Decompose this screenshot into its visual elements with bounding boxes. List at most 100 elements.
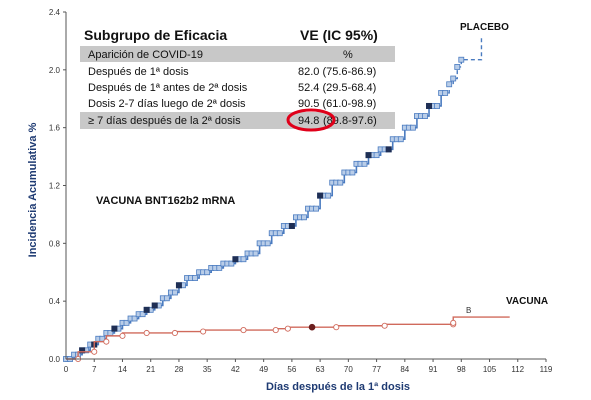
- x-tick-label: 63: [316, 365, 325, 374]
- placebo-point-dark: [288, 222, 295, 229]
- vacuna-point-dark: [308, 323, 316, 331]
- x-tick-label: 56: [287, 365, 296, 374]
- y-tick-label: 0.4: [49, 297, 61, 306]
- series-layer: [63, 38, 510, 363]
- x-tick-label: 91: [429, 365, 438, 374]
- placebo-point: [252, 250, 259, 257]
- y-tick-label: 0.8: [49, 239, 61, 248]
- y-tick-label: 1.2: [49, 182, 61, 191]
- table-highlight-band: [80, 112, 395, 129]
- placebo-point: [442, 90, 449, 96]
- placebo-point: [131, 315, 138, 322]
- vacuna-point: [171, 329, 178, 337]
- vacuna-point: [333, 324, 340, 331]
- table-title: Subgrupo de Eficacia: [84, 27, 227, 43]
- x-tick-label: 119: [540, 365, 553, 374]
- x-tick-label: 14: [118, 365, 127, 374]
- placebo-point-dark: [317, 192, 324, 199]
- chart-annotation: VACUNA BNT162b2 mRNA: [96, 195, 235, 207]
- table-value-header: VE (IC 95%): [300, 27, 378, 43]
- table-row-label: Dosis 2-7 días luego de 2ª dosis: [88, 98, 246, 110]
- y-axis-title: Incidencia Acumulativa %: [27, 122, 39, 257]
- table-row-value: 52.4 (29.5-68.4): [298, 82, 376, 94]
- table-row-value: 82.0 (75.6-86.9): [298, 66, 376, 78]
- placebo-point: [163, 295, 170, 302]
- placebo-point-dark: [232, 256, 239, 263]
- placebo-point-dark: [111, 325, 118, 332]
- placebo-point: [454, 64, 461, 70]
- vacuna-point: [240, 327, 247, 334]
- placebo-line-dashed: [441, 38, 483, 94]
- axes: [65, 12, 546, 360]
- placebo-point: [325, 192, 332, 199]
- table-subheader-band: [80, 46, 395, 62]
- highlight-circle: [286, 108, 336, 132]
- tick-layer: 0 7 14 21 28 35 42 49 56 63 70 77 84 91 98 105 112 119 0.0…: [49, 8, 553, 374]
- placebo-point: [373, 152, 380, 159]
- efficacy-table: Subgrupo de Eficacia VE (IC 95%) Aparici…: [80, 27, 395, 132]
- placebo-point-dark: [175, 282, 182, 289]
- placebo-point-dark: [151, 302, 158, 309]
- placebo-point: [264, 240, 271, 247]
- series-end-mark: B: [466, 306, 471, 315]
- vacuna-point: [284, 325, 291, 332]
- y-tick-label: 2.4: [49, 8, 61, 17]
- placebo-point: [204, 269, 211, 276]
- y-tick-label: 2.0: [49, 66, 61, 75]
- placebo-point: [422, 113, 428, 119]
- x-tick-label: 35: [203, 365, 212, 374]
- table-row-label: Después de 1ª antes de 2ª dosis: [88, 82, 248, 94]
- vacuna-point: [450, 319, 457, 326]
- placebo-point: [301, 214, 307, 221]
- x-tick-label: 105: [483, 365, 497, 374]
- vacuna-point: [119, 332, 126, 339]
- x-axis-title: Días después de la 1ª dosis: [266, 381, 410, 393]
- x-tick-label: 7: [92, 365, 97, 374]
- x-tick-label: 21: [146, 365, 155, 374]
- table-row-value-rest: (89.8-97.6): [323, 115, 377, 127]
- series-label-placebo: PLACEBO: [460, 22, 509, 33]
- x-tick-label: 42: [231, 365, 240, 374]
- table-subheader-label: Aparición de COVID-19: [88, 49, 203, 61]
- y-tick-label: 0.0: [49, 355, 61, 364]
- placebo-point: [240, 256, 247, 263]
- table-row-value-main: 94.8: [298, 115, 319, 127]
- vacuna-point: [103, 338, 110, 345]
- placebo-point: [123, 319, 130, 326]
- vacuna-point: [272, 327, 279, 334]
- y-tick-label: 1.6: [49, 124, 61, 133]
- table-subheader-value: %: [343, 49, 353, 61]
- placebo-point-dark: [143, 306, 150, 313]
- placebo-point: [276, 230, 283, 237]
- placebo-point: [446, 81, 453, 88]
- x-tick-label: 28: [174, 365, 183, 374]
- placebo-point-dark: [79, 347, 86, 354]
- placebo-point: [337, 179, 344, 186]
- placebo-point: [434, 103, 440, 109]
- placebo-point-dark: [385, 146, 392, 153]
- placebo-point: [192, 275, 198, 281]
- x-tick-label: 0: [64, 365, 69, 374]
- vacuna-point: [381, 322, 388, 329]
- placebo-point-dark: [426, 102, 433, 109]
- placebo-point: [409, 124, 416, 131]
- series-label-vacuna: VACUNA: [506, 296, 548, 307]
- placebo-point: [458, 56, 465, 63]
- x-tick-label: 70: [344, 365, 353, 374]
- placebo-point: [450, 75, 457, 82]
- x-tick-label: 84: [400, 365, 409, 374]
- table-row-label: ≥ 7 días después de la 2ª dosis: [88, 115, 241, 127]
- placebo-point: [228, 260, 235, 267]
- vacuna-line: [66, 316, 510, 360]
- x-tick-label: 77: [372, 365, 381, 374]
- vacuna-point: [91, 348, 98, 355]
- vacuna-point: [200, 328, 207, 335]
- x-tick-label: 112: [511, 365, 524, 374]
- x-tick-label: 49: [259, 365, 268, 374]
- placebo-point-dark: [365, 152, 372, 159]
- placebo-point: [397, 136, 404, 143]
- x-tick-label: 98: [457, 365, 466, 374]
- vacuna-point: [143, 329, 150, 337]
- placebo-point: [349, 169, 356, 176]
- placebo-point: [313, 205, 319, 212]
